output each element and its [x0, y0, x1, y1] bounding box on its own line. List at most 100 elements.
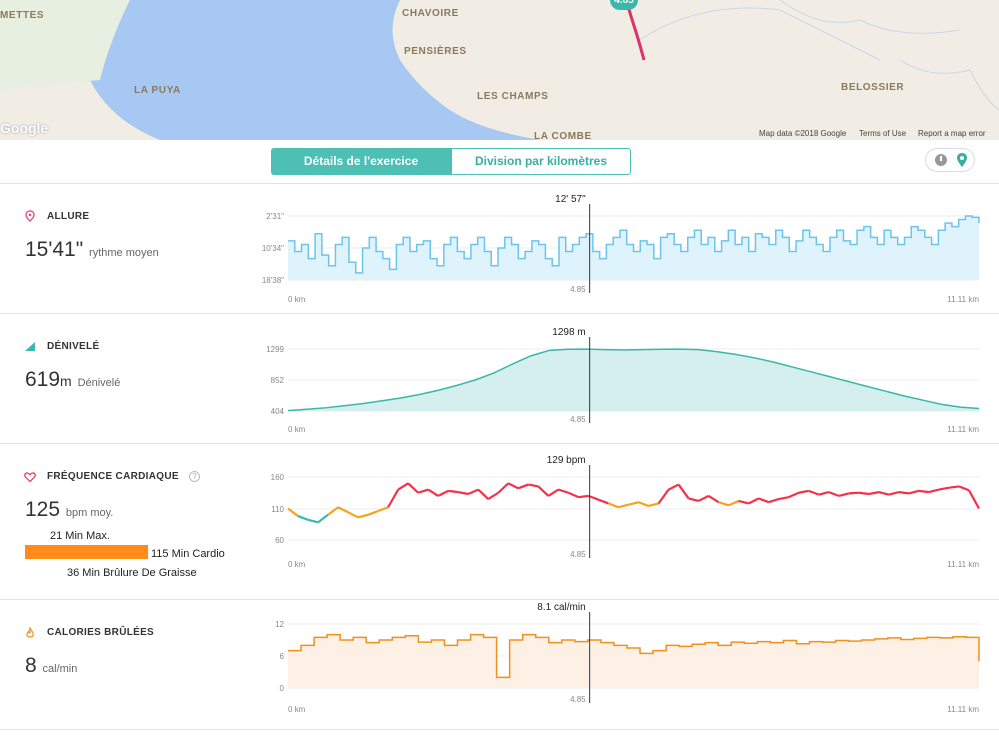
map-graphic [0, 0, 999, 140]
y-tick-label: 10'34" [262, 244, 284, 253]
x-end-label: 11.11 km [947, 425, 979, 434]
series-segment [467, 488, 479, 496]
series-segment [477, 488, 490, 500]
pace-chart[interactable]: 2'31" 10'34" 18'38" 12' 57" 4.85 0 km 11.11 km [240, 184, 999, 314]
tab-km-split[interactable]: Division par kilomètres [451, 148, 631, 175]
calories-unit: cal/min [42, 663, 78, 675]
series-segment [738, 499, 749, 505]
cursor-x-label: 4.85 [570, 285, 586, 294]
cursor-value-label: 1298 m [552, 327, 585, 338]
axis-toggle[interactable] [925, 148, 975, 172]
series-segment [608, 502, 619, 509]
series-segment [928, 488, 940, 494]
map-label: LA COMBE [534, 131, 592, 140]
series-segment [287, 507, 299, 517]
y-tick-label: 852 [271, 376, 285, 385]
series-segment [347, 511, 359, 519]
avg-heart-rate: 125 bpm moy. [25, 498, 113, 522]
series-segment [417, 488, 429, 494]
y-tick-label: 1299 [266, 345, 284, 354]
y-tick-label: 60 [275, 536, 284, 545]
cursor-x-label: 4.85 [570, 550, 586, 559]
heart-rate-unit: bpm moy. [65, 507, 114, 519]
series-segment [878, 491, 890, 496]
y-tick-label: 110 [271, 505, 284, 514]
map-label: LA PUYA [134, 85, 181, 96]
heart-rate-chart[interactable]: 160 110 60 129 bpm 4.85 0 km 11.11 km [240, 444, 999, 600]
series-area [288, 349, 979, 411]
calories-section: CALORIES BRÛLÉES 8 cal/min 12 6 0 8.1 cal/m… [0, 600, 999, 730]
elevation-chart[interactable]: 1299 852 404 1298 m 4.85 0 km 11.11 km [240, 314, 999, 444]
series-segment [367, 509, 379, 516]
section-title: CALORIES BRÛLÉES [47, 627, 155, 638]
series-segment [638, 501, 649, 508]
calories-chart[interactable]: 12 6 0 8.1 cal/min 4.85 0 km 11.11 km [240, 600, 999, 730]
series-segment [618, 503, 629, 509]
series-segment [528, 483, 539, 488]
zone-fat-burn: 36 Min Brûlure De Graisse [67, 567, 197, 579]
elevation-unit-short: m [60, 373, 72, 389]
series-segment [788, 491, 800, 499]
heart-icon [24, 472, 36, 483]
series-segment [708, 494, 720, 504]
clock-icon[interactable] [935, 154, 947, 166]
map-label: LES CHAMPS [477, 91, 549, 102]
series-segment [918, 489, 930, 494]
series-segment [808, 489, 820, 496]
y-tick-label: 0 [280, 684, 285, 693]
series-segment [397, 482, 409, 491]
heart-rate-chart-svg[interactable]: 160 110 60 129 bpm 4.85 0 km 11.11 km [240, 444, 999, 600]
x-start-label: 0 km [288, 425, 306, 434]
series-segment [858, 491, 869, 496]
calories-chart-svg[interactable]: 12 6 0 8.1 cal/min 4.85 0 km 11.11 km [240, 600, 999, 730]
series-segment [718, 501, 729, 507]
map-label: CHAVOIRE [402, 8, 459, 19]
series-segment [698, 494, 710, 502]
series-segment [487, 491, 499, 500]
y-tick-label: 12 [275, 620, 284, 629]
section-title: ALLURE [47, 211, 90, 222]
series-segment [948, 485, 960, 489]
series-segment [668, 483, 680, 491]
series-segment [908, 489, 920, 495]
series-segment [558, 488, 569, 494]
elevation-gain: 619m Dénivelé [25, 368, 120, 392]
map-pin-icon[interactable] [956, 153, 968, 167]
avg-calories: 8 cal/min [25, 654, 77, 678]
terms-link[interactable]: Terms of Use [859, 129, 907, 138]
info-icon[interactable]: ? [189, 471, 200, 482]
series-segment [778, 496, 789, 501]
zone-cardio: 115 Min Cardio [151, 548, 225, 560]
km-marker[interactable]: 4.85 [610, 0, 638, 10]
view-tabs-bar: Détails de l'exercice Division par kilom… [0, 140, 999, 184]
route-map[interactable]: METTES CHAVOIRE PENSIÈRES LA PUYA LES CH… [0, 0, 999, 140]
series-segment [728, 499, 740, 507]
series-segment [567, 491, 579, 499]
elevation-chart-svg[interactable]: 1299 852 404 1298 m 4.85 0 km 11.11 km [240, 314, 999, 444]
section-title: DÉNIVELÉ [47, 341, 100, 352]
series-segment [768, 498, 780, 504]
calories-value: 8 [25, 654, 37, 677]
series-line [288, 633, 980, 679]
series-segment [688, 497, 699, 503]
tab-exercise-details[interactable]: Détails de l'exercice [271, 148, 451, 175]
series-segment [337, 506, 349, 514]
series-segment [648, 502, 659, 508]
series-segment [578, 494, 589, 499]
report-error-link[interactable]: Report a map error [918, 129, 986, 138]
elevation-value: 619 [25, 368, 61, 391]
series-segment [958, 485, 970, 492]
series-segment [507, 482, 519, 490]
x-start-label: 0 km [288, 560, 306, 569]
series-segment [458, 491, 469, 496]
y-tick-label: 6 [280, 652, 285, 661]
series-segment [838, 492, 850, 497]
pace-chart-svg[interactable]: 2'31" 10'34" 18'38" 12' 57" 4.85 0 km 11.11 km [240, 184, 999, 314]
series-segment [448, 489, 459, 494]
series-segment [437, 489, 449, 497]
series-segment [497, 482, 510, 494]
avg-pace: 15'41" rythme moyen [25, 238, 159, 262]
x-end-label: 11.11 km [947, 705, 979, 714]
google-logo: Google [0, 120, 49, 136]
series-segment [517, 483, 529, 490]
